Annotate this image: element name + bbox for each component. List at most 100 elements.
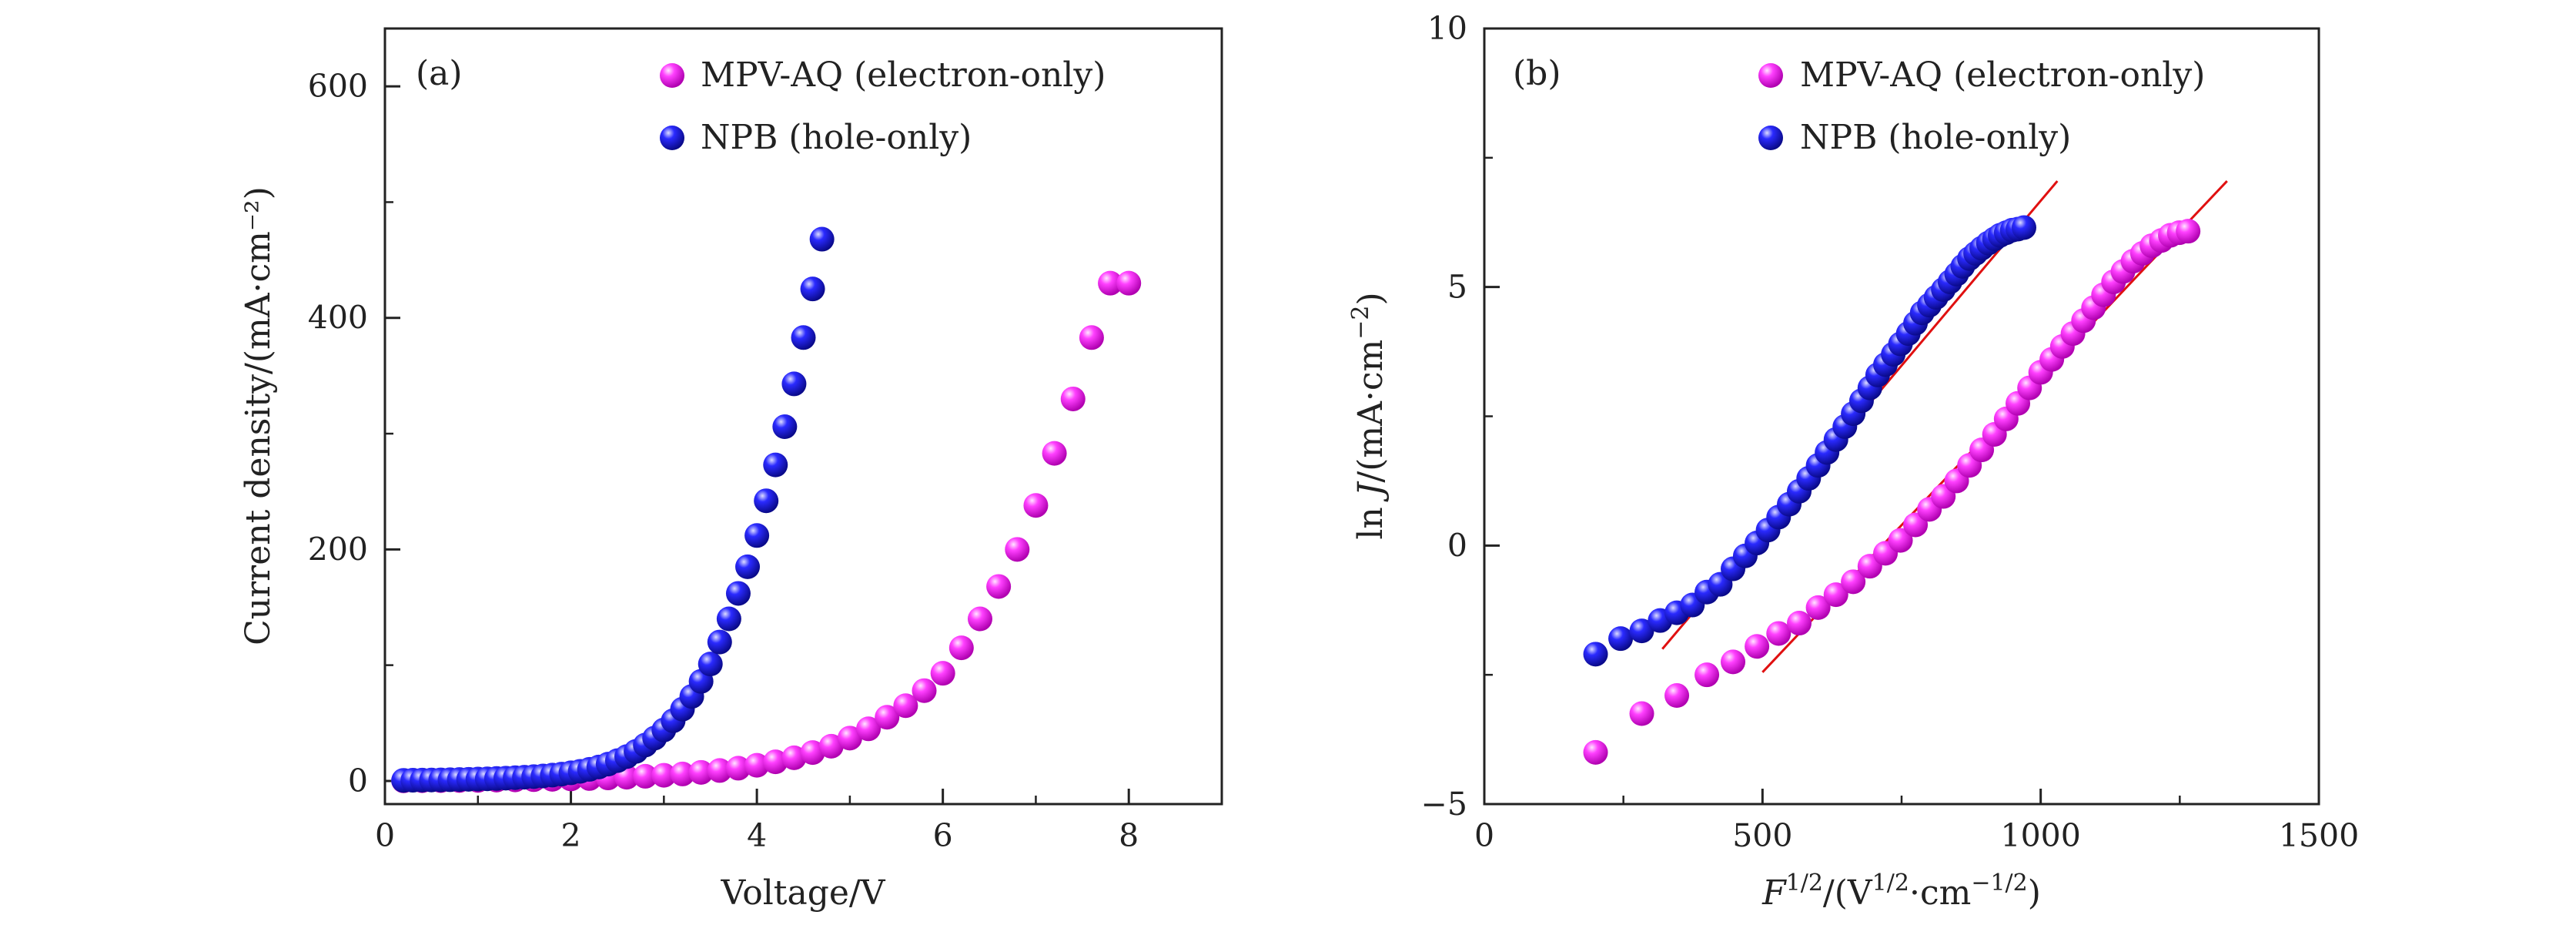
npb-data-point (707, 629, 732, 655)
panel-a-plot-frame (383, 27, 1223, 806)
mpv-data-point (1583, 739, 1608, 765)
legend-label-npb-b: NPB (hole-only) (1800, 118, 2071, 157)
x-tick-label: 1000 (2000, 817, 2080, 854)
mpv-data-point (967, 606, 992, 632)
panel-b-xlabel: F1/2/(V1/2·cm−1/2) (1761, 870, 2041, 913)
npb-data-point (791, 325, 816, 350)
mpv-data-point (670, 761, 695, 786)
y-tick-label: 200 (308, 531, 368, 568)
panel-a-legend: MPV-AQ (electron-only) NPB (hole-only) (660, 55, 1106, 157)
npb-data-point (754, 488, 779, 514)
npb-data-point (781, 371, 807, 397)
npb-data-point (1583, 642, 1608, 667)
npb-data-point (763, 452, 788, 478)
npb-data-point (1629, 618, 1654, 644)
legend-marker-npb-b (1758, 126, 1783, 150)
x-tick-label: 2 (561, 817, 581, 854)
legend-label-npb-a: NPB (hole-only) (701, 118, 972, 157)
panel-a-xlabel: Voltage/V (720, 873, 885, 913)
mpv-data-point (1664, 683, 1690, 709)
mpv-data-point (781, 745, 807, 770)
x-tick-label: 4 (747, 817, 767, 854)
y-tick-label: 400 (308, 300, 368, 337)
panel-a: 0 2 4 6 8 0 200 400 600 (a) MPV-AQ (electron-onl… (239, 27, 1223, 913)
y-tick-label: −5 (1421, 786, 1467, 823)
mpv-data-point (2176, 219, 2201, 244)
x-tick-label: 8 (1119, 817, 1139, 854)
npb-data-point (772, 414, 798, 440)
mpv-data-point (633, 763, 658, 789)
mpv-data-point (856, 716, 882, 742)
panel-a-ticks (383, 85, 1130, 804)
legend-label-mpv-b: MPV-AQ (electron-only) (1800, 55, 2205, 95)
mpv-data-point (1745, 634, 1770, 659)
y-tick-label: 600 (308, 68, 368, 105)
x-tick-label: 500 (1732, 817, 1792, 854)
npb-data-point (716, 606, 741, 632)
mpv-data-point (1823, 582, 1848, 608)
npb-data-point (2011, 215, 2036, 240)
mpv-data-point (1023, 493, 1049, 518)
x-tick-label: 0 (375, 817, 395, 854)
mpv-data-point (912, 678, 937, 703)
y-tick-label: 0 (1447, 527, 1467, 564)
mpv-data-point (1721, 649, 1746, 675)
mpv-data-point (837, 726, 862, 751)
x-tick-label: 1500 (2279, 817, 2359, 854)
legend-marker-npb-a (660, 126, 684, 150)
mpv-data-point (875, 705, 900, 730)
mpv-data-point (1116, 270, 1142, 296)
npb-data-point (800, 276, 825, 302)
mpv-data-point (1079, 325, 1104, 350)
npb-data-point (725, 581, 751, 606)
y-tick-label: 5 (1447, 269, 1467, 306)
panel-a-tag: (a) (416, 54, 463, 93)
mpv-data-point (948, 635, 974, 661)
mpv-data-point (707, 758, 732, 783)
mpv-data-point (1766, 621, 1791, 646)
mpv-data-point (1805, 595, 1831, 620)
x-tick-label: 0 (1474, 817, 1494, 854)
panel-a-data-points (391, 226, 1142, 793)
mpv-data-point (800, 740, 825, 766)
mpv-data-point (1060, 386, 1086, 411)
npb-data-point (735, 554, 761, 579)
mpv-data-point (1787, 611, 1812, 636)
npb-data-point (698, 652, 723, 677)
npb-data-point (1608, 626, 1634, 652)
mpv-data-point (1888, 528, 1913, 553)
mpv-data-point (930, 661, 955, 686)
y-tick-label: 10 (1427, 10, 1467, 47)
mpv-data-point (1042, 441, 1067, 466)
panel-b-tag: (b) (1513, 54, 1561, 93)
mpv-data-point (1629, 701, 1654, 726)
legend-marker-mpv-a (660, 63, 684, 88)
panel-b-ylabel: ln J/(mA·cm−2) (1347, 292, 1390, 539)
mpv-data-point (744, 752, 770, 778)
mpv-data-point (893, 693, 918, 719)
mpv-data-point (763, 749, 788, 775)
mpv-data-point (986, 574, 1012, 599)
legend-marker-mpv-b (1758, 63, 1783, 88)
mpv-data-point (818, 733, 844, 759)
x-tick-label: 6 (933, 817, 953, 854)
npb-data-point (744, 523, 770, 548)
legend-label-mpv-a: MPV-AQ (electron-only) (701, 55, 1106, 95)
mpv-data-point (1694, 662, 1720, 688)
npb-data-point (809, 226, 835, 252)
panel-b-legend: MPV-AQ (electron-only) NPB (hole-only) (1758, 55, 2205, 157)
mpv-data-point (1098, 270, 1123, 296)
mpv-data-point (1841, 569, 1866, 595)
y-tick-label: 0 (348, 762, 368, 799)
mpv-data-point (1005, 537, 1030, 562)
mpv-data-point (725, 756, 751, 781)
mpv-data-point (651, 762, 677, 788)
panel-b-data-points (1583, 215, 2201, 765)
panel-a-tick-labels: 0 2 4 6 8 0 200 400 600 (308, 68, 1139, 854)
panel-a-ylabel: Current density/(mA·cm⁻²) (239, 186, 278, 645)
mpv-data-point (688, 759, 714, 785)
panel-b-ticks (1483, 27, 2320, 806)
